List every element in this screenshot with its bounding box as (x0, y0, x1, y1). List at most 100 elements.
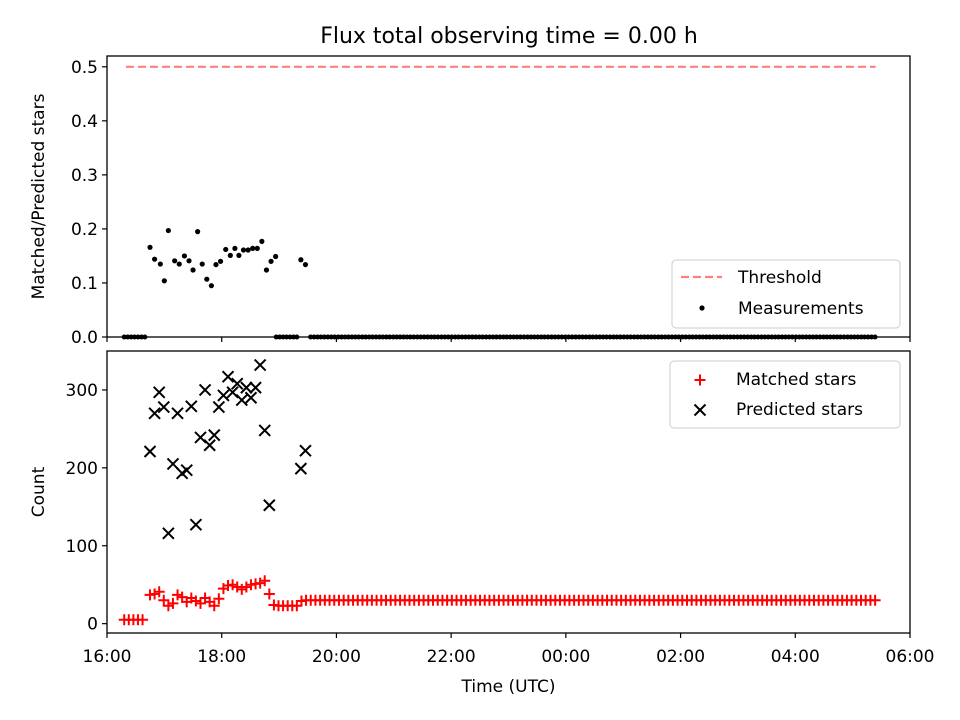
matched-star-point (263, 588, 275, 600)
chart-title: Flux total observing time = 0.00 h (320, 24, 698, 49)
measurement-point (165, 227, 171, 234)
axes-frame (106, 55, 911, 338)
legend-predicted-label: Predicted stars (736, 400, 863, 420)
y-tick-label: 100 (66, 537, 98, 557)
predicted-star-point (185, 400, 198, 413)
predicted-star-point (171, 407, 184, 420)
measurement-point (176, 261, 182, 267)
measurement-point (152, 256, 158, 262)
predicted-star-point (180, 463, 193, 477)
measurement-point (208, 283, 214, 289)
y-tick-label: 0.5 (71, 58, 98, 78)
x-tick-label: 22:00 (427, 647, 476, 667)
predicted-star-point (244, 391, 258, 404)
measurement-point (195, 229, 201, 235)
measurement-point (172, 258, 178, 264)
predicted-star-point (217, 389, 230, 402)
predicted-star-point (148, 407, 161, 420)
predicted-star-point (166, 457, 180, 471)
legend-measurements-label: Measurements (738, 299, 864, 319)
predicted-star-point (152, 386, 166, 399)
predicted-star-point (203, 439, 216, 452)
x-axis-label: Time (UTC) (461, 677, 556, 697)
measurement-point (302, 261, 309, 268)
x-tick-label: 02:00 (656, 647, 705, 667)
legend-predicted-swatch (693, 403, 707, 417)
legend-box (669, 360, 901, 429)
predicted-star-point (299, 444, 312, 457)
measurement-point (157, 261, 163, 267)
x-tick-label: 06:00 (886, 647, 935, 667)
predicted-star-point (143, 445, 157, 458)
matched-star-point (137, 614, 149, 626)
y-tick-label: 0.0 (71, 328, 98, 348)
top-axes: 0.0 0.1 0.2 0.3 0.4 0.5 Matched/Predicted star… (29, 55, 911, 348)
predicted-star-point (294, 462, 308, 475)
measurement-point (199, 261, 205, 267)
x-tick-label: 18:00 (197, 647, 246, 667)
predicted-star-point (258, 424, 271, 437)
measurement-point (223, 246, 229, 253)
matched-star-point (869, 594, 881, 606)
predicted-star-point (212, 400, 226, 414)
y-tick-label: 0.2 (71, 220, 98, 240)
legend: Matched stars Predicted stars (669, 360, 901, 429)
legend-threshold-label: Threshold (737, 268, 822, 288)
matched-star-point (167, 597, 179, 609)
legend: Threshold Measurements (671, 259, 901, 329)
measurement-point (147, 244, 153, 250)
predicted-star-point (249, 381, 262, 394)
y-tick-label: 0.1 (71, 274, 98, 294)
measurement-point (186, 258, 192, 264)
measurement-point (298, 257, 304, 263)
measurement-point (217, 258, 224, 264)
predicted-star-point (162, 527, 175, 540)
measurement-point (250, 245, 256, 251)
y-tick-label: 0.3 (71, 166, 98, 186)
measurement-point (259, 238, 265, 244)
measurement-point (190, 267, 196, 273)
measurement-point (181, 253, 188, 259)
legend-box (671, 259, 901, 329)
measurement-point (161, 278, 167, 284)
y-tick-label: 0.4 (71, 112, 98, 132)
legend-matched-swatch (694, 374, 706, 386)
legend-matched-label: Matched stars (736, 370, 856, 390)
predicted-star-point (208, 428, 221, 442)
axes-frame (106, 350, 911, 634)
y-tick-label: 200 (66, 459, 98, 479)
predicted-star-point (189, 518, 203, 531)
measurement-point (236, 252, 242, 259)
x-tick-label: 04:00 (771, 647, 820, 667)
matched-star-point (208, 600, 220, 612)
measurement-point (227, 252, 233, 259)
matched-star-point (153, 586, 165, 598)
matched-star-point (213, 593, 225, 605)
predicted-star-point (263, 499, 276, 512)
x-tick-label: 16:00 (83, 647, 132, 667)
bottom-axes: 0 100 200 300 16:00 18:00 20:00 22:00 00:00 02:00… (29, 350, 935, 697)
measurement-point (273, 253, 279, 260)
predicted-star-point (157, 400, 170, 414)
predicted-star-point (230, 377, 244, 390)
matched-star-point (259, 575, 271, 587)
measurement-point (263, 267, 270, 273)
measurement-point (240, 247, 247, 253)
measurement-point (213, 261, 219, 268)
measurement-point (254, 245, 260, 251)
measurement-point (204, 276, 210, 282)
y-tick-label: 0 (87, 615, 98, 635)
x-tick-label: 20:00 (312, 647, 361, 667)
y-axis-label: Count (29, 466, 49, 517)
x-tick-label: 00:00 (541, 647, 590, 667)
legend-measurements-swatch (699, 305, 705, 311)
y-tick-label: 300 (66, 381, 98, 401)
predicted-star-point (235, 393, 248, 407)
measurement-point (232, 245, 238, 251)
predicted-star-point (240, 381, 253, 394)
predicted-star-point (253, 358, 267, 372)
predicted-star-point (198, 383, 212, 397)
measurement-point (268, 258, 274, 264)
y-axis-label: Matched/Predicted stars (29, 93, 49, 299)
